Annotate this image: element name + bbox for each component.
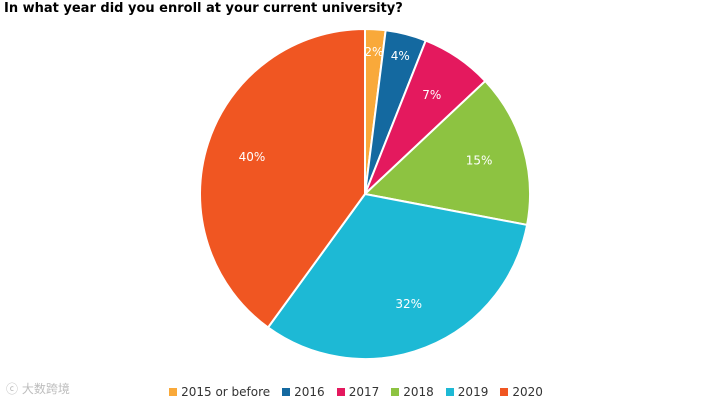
legend-swatch [391,388,400,396]
data-label-2020: 40% [239,150,266,164]
legend-label: 2020 [512,385,543,399]
watermark: ⓒ 大数跨境 [6,380,70,397]
legend-item-2019: 2019 [445,385,489,399]
legend-item-2017: 2017 [336,385,380,399]
data-label-2016: 4% [391,49,410,63]
data-label-2018: 15% [466,153,493,167]
legend-swatch [336,388,345,396]
legend-label: 2019 [457,385,489,399]
pie-slice-2020 [199,27,366,329]
legend-label: 2016 [294,385,325,399]
legend-label: 2015 or before [181,385,271,399]
watermark-logo-icon: ⓒ [6,382,19,396]
data-label-2015-or-before: 2% [364,45,383,59]
legend-item-2020: 2020 [500,385,543,399]
data-label-2019: 32% [395,297,422,311]
data-label-2017: 7% [422,88,441,102]
legend-swatch [282,388,291,396]
legend-label: 2017 [348,385,380,399]
watermark-text: 大数跨境 [21,382,70,396]
chart-title: In what year did you enroll at your curr… [4,1,403,16]
legend-item-2015-or-before: 2015 or before [169,385,270,399]
chart-legend: 2015 or before 2016 2017 2018 2019 2020 [0,385,712,399]
legend-swatch [500,388,509,396]
pie-slice-2019 [266,192,529,360]
pie-slice-2018 [362,79,532,227]
legend-item-2018: 2018 [391,385,434,399]
legend-item-2016: 2016 [282,385,325,399]
legend-swatch [169,388,178,396]
legend-label: 2018 [403,385,434,399]
legend-swatch [445,388,454,396]
